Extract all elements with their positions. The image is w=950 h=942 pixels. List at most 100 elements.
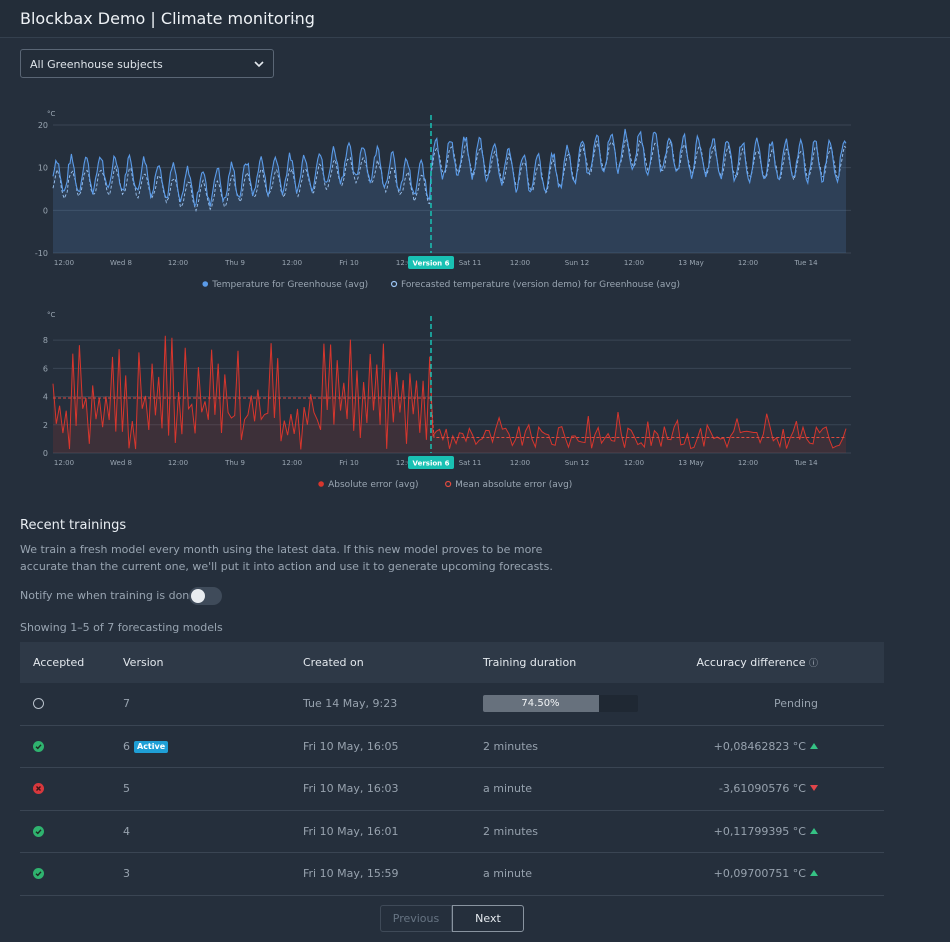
version-marker-badge[interactable] bbox=[408, 256, 454, 269]
y-tick-label: 0 bbox=[43, 206, 48, 215]
x-tick-label: 12:00 bbox=[510, 259, 530, 267]
training-duration: a minute bbox=[483, 782, 533, 795]
next-page-button[interactable]: Next bbox=[452, 905, 524, 932]
x-circle-icon bbox=[33, 783, 44, 794]
series-area bbox=[53, 129, 846, 253]
training-duration: a minute bbox=[483, 867, 533, 880]
created-on: Fri 10 May, 16:05 bbox=[303, 739, 399, 753]
series-line-temperature[interactable] bbox=[52, 128, 847, 207]
created-on: Fri 10 May, 16:01 bbox=[303, 824, 399, 838]
temperature-chart[interactable]: °C 20 10 0 -10 12:00 Wed 8 12:00 Thu 9 12:00 Fri 1… bbox=[0, 95, 950, 295]
subject-filter-value: All Greenhouse subjects bbox=[30, 58, 163, 71]
notify-label: Notify me when training is done bbox=[20, 589, 197, 602]
triangle-up-icon bbox=[810, 870, 818, 876]
training-duration: 2 minutes bbox=[483, 824, 539, 838]
training-progress-bar: 74.50% bbox=[483, 695, 638, 712]
x-tick-label: 12:00 bbox=[738, 459, 758, 467]
series-line-mean-absolute-error[interactable] bbox=[53, 397, 846, 438]
header-version[interactable]: Version bbox=[123, 656, 164, 669]
series-line-forecast[interactable] bbox=[52, 137, 847, 213]
y-tick-label: 0 bbox=[43, 449, 48, 458]
x-tick-label: Wed 8 bbox=[110, 459, 132, 467]
check-circle-icon bbox=[33, 740, 44, 752]
training-duration: 2 minutes bbox=[483, 739, 539, 753]
subject-filter-select[interactable]: All Greenhouse subjects bbox=[20, 49, 274, 78]
absolute-error-chart[interactable]: °C 8 6 4 2 0 12:00 Wed 8 12:00 Thu 9 12:00 Fri 10 12… bbox=[0, 296, 950, 496]
x-tick-label: 12:00 bbox=[168, 459, 188, 467]
check-circle-icon bbox=[33, 868, 44, 879]
header-created-on[interactable]: Created on bbox=[303, 656, 364, 669]
version-number: 7 bbox=[123, 697, 130, 710]
legend-marker bbox=[318, 481, 324, 487]
x-tick-label: 12:00 bbox=[624, 259, 644, 267]
accuracy-difference: -3,61090576 °C bbox=[719, 782, 818, 795]
table-row[interactable]: 7 Tue 14 May, 9:23 74.50% Pending bbox=[20, 683, 884, 726]
x-tick-label: 13 May bbox=[678, 259, 704, 267]
info-icon[interactable]: ⓘ bbox=[808, 659, 818, 669]
x-tick-label: Fri 10 bbox=[339, 259, 358, 267]
table-row[interactable]: 4 Fri 10 May, 16:01 2 minutes +0,11799395 °… bbox=[20, 811, 884, 853]
toggle-knob bbox=[191, 589, 205, 603]
header-training-duration[interactable]: Training duration bbox=[483, 656, 577, 669]
triangle-down-icon bbox=[810, 785, 818, 791]
x-tick-label: Sat 11 bbox=[459, 259, 482, 267]
triangle-up-icon bbox=[810, 742, 818, 749]
x-tick-label: Sat 11 bbox=[459, 459, 482, 467]
version-number: 6 Active bbox=[123, 740, 169, 753]
pending-status-icon bbox=[33, 698, 44, 709]
y-tick-label: 10 bbox=[38, 164, 48, 173]
header-accepted[interactable]: Accepted bbox=[33, 656, 85, 669]
x-tick-label: 12:00 bbox=[738, 259, 758, 267]
table-header: Accepted Version Created on Training dur… bbox=[20, 642, 884, 683]
trainings-table: Accepted Version Created on Training dur… bbox=[20, 642, 884, 896]
y-axis-unit: °C bbox=[47, 110, 56, 118]
x-tick-label: Tue 14 bbox=[793, 259, 818, 267]
x-tick-label: 12:00 bbox=[510, 459, 530, 467]
x-tick-label: Sun 12 bbox=[565, 259, 589, 267]
check-circle-icon bbox=[33, 825, 44, 837]
accuracy-difference: +0,09700751 °C bbox=[714, 867, 818, 880]
top-bar: Blockbax Demo | Climate monitoring ⌄ bbox=[0, 0, 950, 38]
version-marker-label: Version 6 bbox=[413, 260, 450, 268]
x-tick-label: Thu 9 bbox=[224, 459, 245, 467]
x-tick-label: 13 May bbox=[678, 459, 704, 467]
y-tick-label: 8 bbox=[43, 336, 48, 345]
table-row[interactable]: 3 Fri 10 May, 15:59 a minute +0,09700751 °C bbox=[20, 853, 884, 896]
active-badge: Active bbox=[134, 740, 169, 753]
table-row[interactable]: 6 Active Fri 10 May, 16:05 2 minutes +0,0846… bbox=[20, 726, 884, 768]
previous-page-button[interactable]: Previous bbox=[380, 905, 452, 932]
legend-marker bbox=[202, 281, 209, 287]
version-number: 3 bbox=[123, 867, 130, 880]
x-tick-label: 12:00 bbox=[396, 259, 416, 267]
notify-toggle[interactable] bbox=[189, 587, 222, 605]
progress-label: 74.50% bbox=[521, 698, 560, 709]
created-on: Tue 14 May, 9:23 bbox=[303, 697, 398, 710]
x-tick-label: Fri 10 bbox=[339, 459, 358, 467]
legend-marker bbox=[445, 480, 452, 488]
x-tick-label: 12:00 bbox=[396, 459, 416, 467]
version-number: 4 bbox=[123, 824, 130, 838]
header-accuracy-difference[interactable]: Accuracy difference ⓘ bbox=[696, 656, 818, 669]
x-tick-label: Thu 9 bbox=[224, 259, 245, 267]
y-tick-label: 2 bbox=[43, 421, 48, 430]
legend-label[interactable]: Mean absolute error (avg) bbox=[455, 480, 572, 490]
version-marker-label: Version 6 bbox=[413, 460, 450, 468]
y-tick-label: 20 bbox=[38, 121, 48, 130]
version-marker-badge[interactable] bbox=[408, 456, 454, 469]
chevron-down-icon[interactable]: ⌄ bbox=[290, 11, 301, 25]
recent-trainings-description: We train a fresh model every month using… bbox=[20, 543, 553, 573]
legend-label[interactable]: Temperature for Greenhouse (avg) bbox=[211, 280, 368, 290]
legend-label[interactable]: Forecasted temperature (version demo) fo… bbox=[401, 280, 680, 290]
y-tick-label: 4 bbox=[43, 393, 48, 402]
accuracy-difference: +0,08462823 °C bbox=[714, 740, 818, 753]
y-tick-label: -10 bbox=[35, 249, 48, 258]
x-tick-label: 12:00 bbox=[282, 259, 302, 267]
accuracy-difference: Pending bbox=[774, 697, 818, 710]
y-tick-label: 6 bbox=[43, 364, 48, 373]
created-on: Fri 10 May, 16:03 bbox=[303, 782, 399, 795]
series-line-absolute-error[interactable] bbox=[52, 335, 847, 450]
progress-fill bbox=[483, 695, 599, 712]
x-tick-label: Tue 14 bbox=[793, 459, 818, 467]
legend-label[interactable]: Absolute error (avg) bbox=[328, 480, 418, 490]
table-row[interactable]: 5 Fri 10 May, 16:03 a minute -3,61090576 °C bbox=[20, 768, 884, 811]
